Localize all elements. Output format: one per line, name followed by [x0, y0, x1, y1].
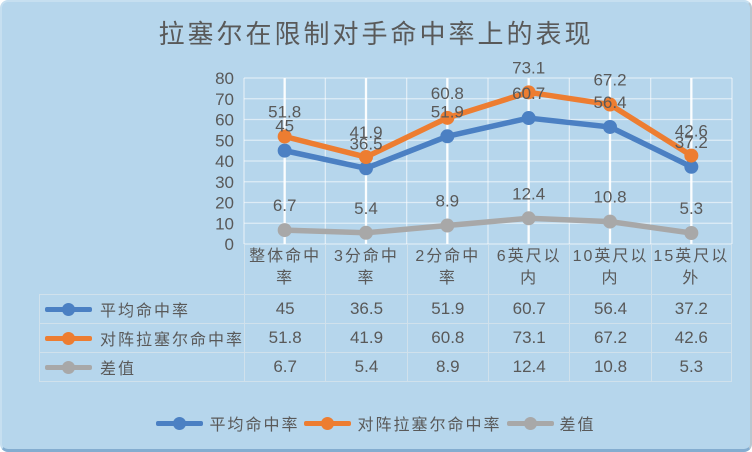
legend-key-icon — [45, 302, 92, 316]
table-cell: 36.5 — [325, 294, 407, 323]
table-row-header: 差值 — [39, 352, 244, 381]
data-point — [359, 150, 373, 165]
column-header: 10英尺以内 — [569, 244, 650, 294]
data-label: 67.2 — [593, 71, 626, 90]
table-cell: 51.9 — [406, 294, 488, 323]
data-label: 6.7 — [273, 196, 297, 215]
y-axis-tick-label: 80 — [215, 69, 234, 88]
data-label: 10.8 — [593, 188, 626, 207]
data-label: 36.5 — [349, 134, 382, 153]
data-label: 51.8 — [268, 103, 301, 122]
table-row-header: 平均命中率 — [39, 294, 244, 323]
y-axis-tick-label: 10 — [215, 214, 234, 233]
legend-item[interactable]: 平均命中率 — [156, 411, 299, 435]
column-header: 整体命中率 — [244, 244, 325, 294]
data-label: 12.4 — [512, 184, 545, 203]
y-axis-tick-label: 20 — [215, 194, 234, 213]
legend-label: 对阵拉塞尔命中率 — [357, 417, 502, 434]
table-cell: 37.2 — [650, 294, 732, 323]
table-cell: 51.8 — [244, 323, 326, 352]
data-table: 平均命中率 45 36.5 51.9 60.7 56.4 37.2 对阵拉塞尔命中率 51.8 4… — [39, 294, 732, 382]
data-point — [684, 148, 699, 163]
data-label: 45 — [275, 117, 294, 136]
data-point — [521, 111, 536, 126]
table-row-header: 对阵拉塞尔命中率 — [39, 323, 244, 352]
data-point — [359, 225, 373, 240]
table-cell: 45 — [244, 294, 326, 323]
legend-label: 差值 — [559, 417, 596, 434]
column-header: 2分命中率 — [406, 244, 488, 294]
table-cell: 67.2 — [569, 323, 651, 352]
y-axis-tick-label: 60 — [215, 111, 234, 130]
data-point — [603, 214, 617, 229]
data-point — [440, 218, 455, 233]
data-label: 37.2 — [675, 133, 708, 152]
table-cell: 60.8 — [406, 323, 488, 352]
table-cell: 41.9 — [325, 323, 407, 352]
y-axis-tick-label: 70 — [215, 90, 234, 109]
table-cell: 73.1 — [488, 323, 570, 352]
table-cell: 56.4 — [569, 294, 651, 323]
legend-key-icon — [304, 416, 352, 430]
data-point — [440, 129, 455, 144]
table-cell: 5.3 — [650, 352, 732, 381]
table-cell: 42.6 — [650, 323, 732, 352]
data-label: 41.9 — [349, 123, 382, 142]
legend-key-icon — [506, 416, 554, 430]
data-point — [684, 226, 699, 241]
table-cell: 5.4 — [325, 352, 407, 381]
column-header: 3分命中率 — [325, 244, 406, 294]
data-point — [684, 159, 699, 174]
table-cell: 60.7 — [488, 294, 570, 323]
data-label: 8.9 — [436, 192, 460, 211]
y-axis-tick-label: 50 — [215, 131, 234, 150]
data-label: 51.9 — [431, 102, 464, 121]
y-axis-tick-label: 0 — [225, 235, 234, 254]
series-name-label: 平均命中率 — [100, 303, 191, 320]
data-point — [277, 143, 292, 158]
legend-item[interactable]: 对阵拉塞尔命中率 — [304, 411, 501, 435]
series-line-3 — [281, 215, 695, 236]
data-point — [521, 211, 536, 226]
table-cell: 10.8 — [569, 352, 651, 381]
legend-label: 平均命中率 — [209, 417, 300, 434]
legend-key-icon — [45, 331, 92, 345]
data-point — [359, 161, 373, 176]
data-label: 60.7 — [512, 84, 545, 103]
series-line-1 — [281, 115, 695, 172]
chart-title: 拉塞尔在限制对手命中率上的表现 — [158, 20, 594, 49]
data-label: 73.1 — [512, 58, 545, 77]
data-label: 56.4 — [593, 93, 626, 112]
data-point — [603, 97, 617, 112]
column-header: 6英尺以内 — [488, 244, 569, 294]
table-cell: 12.4 — [488, 352, 570, 381]
data-label: 5.3 — [680, 199, 704, 218]
table-cell: 8.9 — [406, 352, 488, 381]
data-table-header: 整体命中率 3分命中率 2分命中率 6英尺以内 10英尺以内 15英尺以外 — [244, 244, 732, 294]
series-name-label: 差值 — [100, 361, 137, 378]
data-label: 5.4 — [354, 199, 378, 218]
data-point — [277, 129, 292, 144]
legend-item[interactable]: 差值 — [506, 411, 596, 435]
data-label: 42.6 — [675, 122, 708, 141]
data-point — [603, 119, 617, 134]
series-line-2 — [281, 89, 695, 160]
data-label: 60.8 — [431, 84, 464, 103]
data-point — [440, 110, 455, 125]
data-point — [521, 85, 536, 100]
legend-key-icon — [45, 360, 92, 374]
chart-legend: 平均命中率 对阵拉塞尔命中率 差值 — [2, 408, 750, 438]
column-header: 15英尺以外 — [650, 244, 732, 294]
legend-key-icon — [156, 416, 204, 430]
data-point — [277, 223, 292, 238]
table-cell: 6.7 — [244, 352, 326, 381]
series-name-label: 对阵拉塞尔命中率 — [100, 332, 244, 349]
y-axis-tick-label: 30 — [215, 173, 234, 192]
y-axis-tick-label: 40 — [215, 152, 234, 171]
